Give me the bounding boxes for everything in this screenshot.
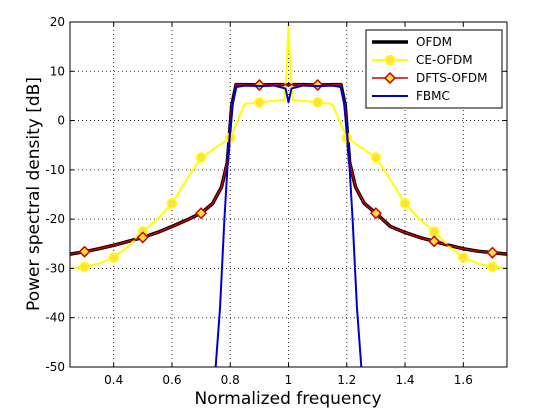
marker-ce-ofdm — [312, 97, 323, 108]
legend-entry-ofdm: OFDM — [372, 35, 452, 49]
marker-dfts-ofdm — [78, 245, 91, 258]
y-tick-label: -50 — [45, 360, 65, 374]
y-tick-label: 20 — [50, 15, 65, 29]
marker-ce-ofdm — [370, 152, 382, 163]
x-tick-label: 1.6 — [454, 373, 473, 387]
legend-label: DFTS-OFDM — [416, 71, 487, 85]
series-line-fbmc — [214, 84, 363, 367]
x-tick-labels: 0.4 0.6 0.8 1 1.2 1.4 1.6 — [104, 373, 473, 387]
marker-ce-ofdm — [108, 252, 119, 263]
marker-ce-ofdm — [458, 252, 469, 263]
marker-dfts-ofdm — [369, 207, 382, 220]
x-tick-label: 0.4 — [104, 373, 123, 387]
grid-lines — [70, 22, 507, 367]
legend-label: FBMC — [416, 89, 450, 103]
marker-ce-ofdm — [195, 152, 207, 163]
y-tick-label: 0 — [57, 114, 65, 128]
tick-marks — [70, 21, 507, 368]
y-tick-label: 10 — [50, 64, 65, 78]
y-axis-label: Power spectral density [dB] — [24, 77, 44, 311]
y-tick-label: -10 — [45, 163, 65, 177]
series-fbmc — [214, 84, 363, 367]
x-tick-label: 0.6 — [162, 373, 181, 387]
marker-ce-ofdm — [399, 198, 411, 209]
legend-marker — [384, 54, 396, 66]
marker-ce-ofdm — [254, 97, 265, 108]
y-tick-labels: -50 -40 -30 -20 -10 0 10 20 — [45, 15, 65, 374]
marker-ce-ofdm — [79, 261, 90, 273]
legend-entry-dfts-ofdm: DFTS-OFDM — [372, 71, 487, 85]
marker-ce-ofdm — [166, 198, 178, 209]
legend-entry-fbmc: FBMC — [372, 89, 450, 103]
y-tick-label: -20 — [45, 212, 65, 226]
x-tick-label: 1.4 — [395, 373, 414, 387]
marker-dfts-ofdm — [486, 246, 499, 259]
legend-label: OFDM — [416, 35, 452, 49]
legend: OFDM CE-OFDM DFTS-OFDM FBMC — [365, 29, 503, 109]
legend-label: CE-OFDM — [416, 53, 473, 67]
y-tick-label: -30 — [45, 261, 65, 275]
x-tick-label: 1 — [285, 373, 293, 387]
y-tick-label: -40 — [45, 311, 65, 325]
legend-entry-ce-ofdm: CE-OFDM — [372, 53, 473, 67]
marker-dfts-ofdm — [195, 207, 208, 220]
marker-ce-ofdm — [487, 261, 498, 273]
x-tick-label: 1.2 — [337, 373, 356, 387]
marker-dfts-ofdm — [428, 235, 441, 248]
x-tick-label: 0.8 — [221, 373, 240, 387]
marker-dfts-ofdm — [136, 231, 149, 244]
x-axis-label: Normalized frequency — [194, 389, 381, 409]
series-line-dfts-ofdm — [70, 83, 507, 255]
legend-marker — [383, 71, 397, 85]
marker-ce-ofdm — [428, 226, 440, 237]
